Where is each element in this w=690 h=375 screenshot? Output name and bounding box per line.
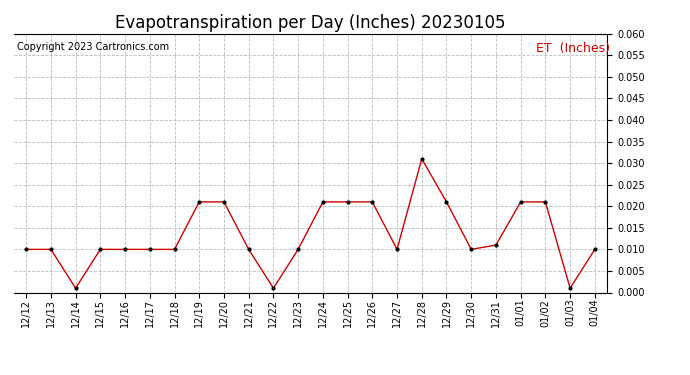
Title: Evapotranspiration per Day (Inches) 20230105: Evapotranspiration per Day (Inches) 2023… [115,14,506,32]
Text: Copyright 2023 Cartronics.com: Copyright 2023 Cartronics.com [17,42,169,51]
Text: ET  (Inches): ET (Inches) [536,42,610,54]
